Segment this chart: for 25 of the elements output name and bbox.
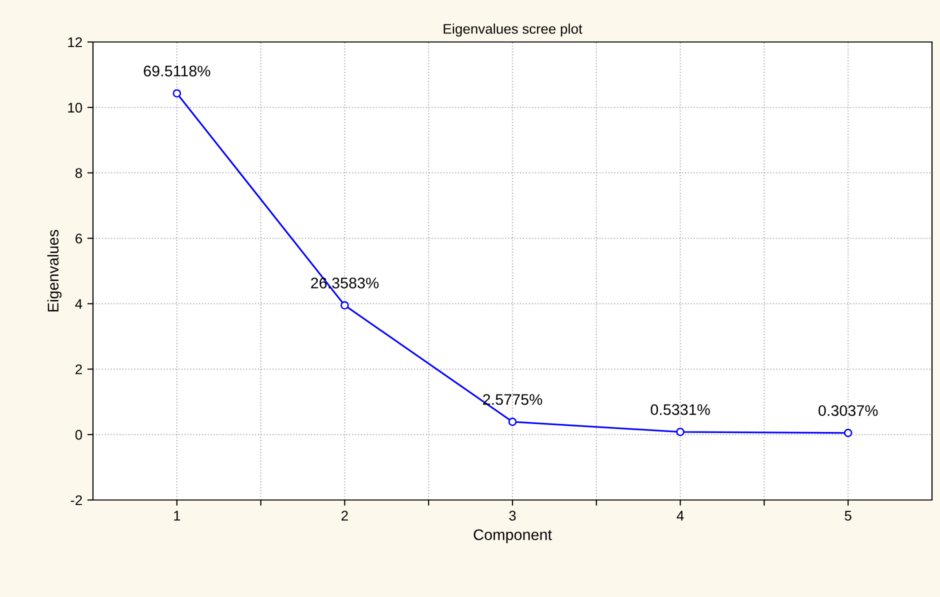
point <box>340 301 349 310</box>
y-tick-label: 8 <box>75 168 82 178</box>
y-axis-title: Eigenvalues <box>47 230 62 312</box>
point <box>172 89 182 98</box>
y-tick-label: 10 <box>68 102 82 113</box>
point <box>676 428 684 436</box>
point <box>508 418 517 426</box>
point <box>844 428 852 438</box>
x-tick-label: 5 <box>844 510 852 521</box>
annotation: 2.5775% <box>483 394 542 405</box>
annotation: 69.5118% <box>144 66 210 76</box>
y-tick-label: -2 <box>70 495 82 506</box>
chart-title: Eigenvalues scree plot <box>444 24 582 37</box>
x-tick-label: 3 <box>509 510 516 521</box>
y-tick-label: 6 <box>76 234 82 244</box>
x-axis-title: Component <box>474 529 552 544</box>
annotation: 0.3037% <box>818 405 878 416</box>
y-tick-label: 2 <box>76 364 82 374</box>
x-tick-label: 1 <box>174 510 180 520</box>
y-tick-label: 4 <box>75 299 82 309</box>
x-tick-label: 4 <box>676 510 684 520</box>
y-tick-label: 0 <box>75 430 82 440</box>
x-tick-label: 2 <box>342 510 348 520</box>
y-tick-label: 12 <box>68 37 82 48</box>
annotation: 0.5331% <box>650 404 710 416</box>
